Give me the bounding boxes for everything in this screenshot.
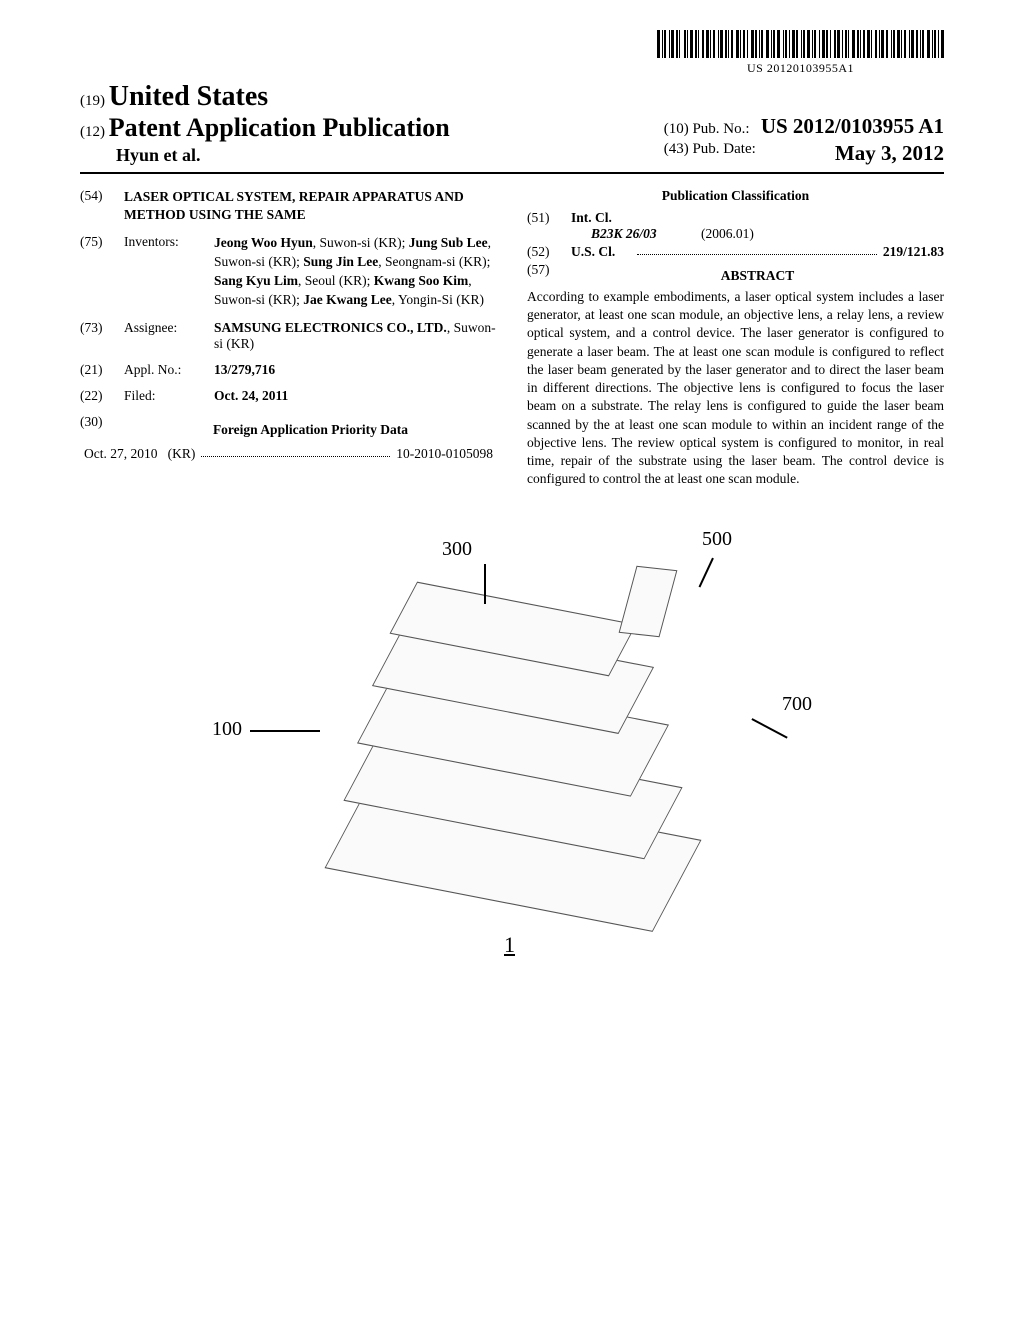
code-51: (51) bbox=[527, 210, 571, 242]
dots-icon bbox=[201, 446, 390, 457]
code-22: (22) bbox=[80, 388, 124, 404]
appl-no-label: Appl. No.: bbox=[124, 362, 214, 378]
code-52: (52) bbox=[527, 244, 571, 260]
foreign-priority-heading: Foreign Application Priority Data bbox=[124, 422, 497, 438]
country-line: (19) United States bbox=[80, 81, 450, 113]
priority-date: Oct. 27, 2010 bbox=[84, 446, 158, 462]
pub-type-line: (12) Patent Application Publication bbox=[80, 113, 450, 143]
foreign-priority-section: (30) Foreign Application Priority Data O… bbox=[80, 414, 497, 462]
header-rule bbox=[80, 172, 944, 174]
classification-heading: Publication Classification bbox=[527, 188, 944, 204]
code-54: (54) bbox=[80, 188, 124, 224]
pub-no-label: Pub. No.: bbox=[692, 121, 749, 137]
code-75: (75) bbox=[80, 234, 124, 310]
barcode: US 20120103955A1 bbox=[657, 30, 944, 76]
pub-date: May 3, 2012 bbox=[835, 141, 944, 166]
assignee-label: Assignee: bbox=[124, 320, 214, 352]
biblio-right-column: Publication Classification (51) Int. Cl.… bbox=[527, 188, 944, 488]
pub-date-label: Pub. Date: bbox=[692, 141, 755, 157]
abstract-heading: ABSTRACT bbox=[571, 268, 944, 284]
inventor-name: Sang Kyu Lim bbox=[214, 273, 298, 288]
barcode-area: US 20120103955A1 bbox=[80, 30, 944, 77]
intcl-class-row: B23K 26/03 (2006.01) bbox=[571, 226, 944, 242]
inventors-field: (75) Inventors: Jeong Woo Hyun, Suwon-si… bbox=[80, 234, 497, 310]
inventor-name: Jeong Woo Hyun bbox=[214, 235, 313, 250]
authors-line: Hyun et al. bbox=[80, 145, 450, 166]
figure-label-700: 700 bbox=[782, 693, 812, 716]
inventors-list: Jeong Woo Hyun, Suwon-si (KR); Jung Sub … bbox=[214, 234, 497, 310]
header-row: (19) United States (12) Patent Applicati… bbox=[80, 81, 944, 166]
priority-row: Oct. 27, 2010 (KR) 10-2010-0105098 bbox=[80, 446, 497, 462]
intcl-field: (51) Int. Cl. B23K 26/03 (2006.01) bbox=[527, 210, 944, 242]
inventor-location: , Yongin-Si (KR) bbox=[392, 292, 484, 307]
appl-no-value: 13/279,716 bbox=[214, 362, 497, 378]
filed-value: Oct. 24, 2011 bbox=[214, 388, 497, 404]
filed-label: Filed: bbox=[124, 388, 214, 404]
intcl-label: Int. Cl. bbox=[571, 210, 612, 225]
figure-label-500: 500 bbox=[702, 528, 732, 551]
priority-country: (KR) bbox=[168, 446, 196, 462]
figure-area: 100 300 500 700 1 bbox=[80, 528, 944, 963]
title-text: LASER OPTICAL SYSTEM, REPAIR APPARATUS A… bbox=[124, 188, 497, 224]
inventor-name: Jung Sub Lee bbox=[409, 235, 488, 250]
barcode-text: US 20120103955A1 bbox=[657, 61, 944, 76]
code-10: (10) bbox=[664, 121, 689, 137]
assignee-name: SAMSUNG ELECTRONICS CO., LTD. bbox=[214, 320, 447, 335]
code-57: (57) bbox=[527, 262, 571, 288]
code-73: (73) bbox=[80, 320, 124, 352]
code-12: (12) bbox=[80, 124, 105, 140]
code-21: (21) bbox=[80, 362, 124, 378]
patent-page: US 20120103955A1 (19) United States (12)… bbox=[0, 0, 1024, 1320]
code-19: (19) bbox=[80, 93, 105, 109]
appl-no-field: (21) Appl. No.: 13/279,716 bbox=[80, 362, 497, 378]
inventor-location: , Suwon-si (KR); bbox=[313, 235, 409, 250]
figure-label-1: 1 bbox=[504, 932, 515, 958]
assignee-value: SAMSUNG ELECTRONICS CO., LTD., Suwon-si … bbox=[214, 320, 497, 352]
pub-no: US 2012/0103955 A1 bbox=[761, 114, 944, 138]
barcode-lines bbox=[657, 30, 944, 58]
abstract-heading-row: (57) ABSTRACT bbox=[527, 262, 944, 288]
pub-no-line: (10) Pub. No.: US 2012/0103955 A1 bbox=[664, 114, 944, 139]
pub-date-line: (43) Pub. Date: May 3, 2012 bbox=[664, 141, 944, 166]
dots-icon bbox=[637, 244, 877, 255]
inventor-name: Sung Jin Lee bbox=[303, 254, 378, 269]
inventors-label: Inventors: bbox=[124, 234, 214, 310]
inventor-name: Kwang Soo Kim bbox=[374, 273, 469, 288]
pub-type: Patent Application Publication bbox=[109, 113, 450, 142]
uscl-label: U.S. Cl. bbox=[571, 244, 631, 260]
bibliographic-data: (54) LASER OPTICAL SYSTEM, REPAIR APPARA… bbox=[80, 188, 944, 488]
uscl-value: 219/121.83 bbox=[883, 244, 944, 260]
priority-number: 10-2010-0105098 bbox=[396, 446, 493, 462]
intcl-symbol: B23K 26/03 bbox=[571, 226, 701, 242]
intcl-body: Int. Cl. B23K 26/03 (2006.01) bbox=[571, 210, 944, 242]
abstract-text: According to example embodiments, a lase… bbox=[527, 288, 944, 488]
inventor-name: Jae Kwang Lee bbox=[303, 292, 392, 307]
inventor-location: , Seoul (KR); bbox=[298, 273, 374, 288]
title-field: (54) LASER OPTICAL SYSTEM, REPAIR APPARA… bbox=[80, 188, 497, 224]
country-name: United States bbox=[109, 81, 268, 112]
header-right: (10) Pub. No.: US 2012/0103955 A1 (43) P… bbox=[664, 114, 944, 166]
code-43: (43) bbox=[664, 141, 689, 157]
figure-drawing: 100 300 500 700 1 bbox=[192, 528, 832, 958]
inventor-location: , Seongnam-si (KR); bbox=[378, 254, 490, 269]
figure-label-100: 100 bbox=[212, 718, 242, 741]
header-left: (19) United States (12) Patent Applicati… bbox=[80, 81, 450, 166]
filed-field: (22) Filed: Oct. 24, 2011 bbox=[80, 388, 497, 404]
biblio-left-column: (54) LASER OPTICAL SYSTEM, REPAIR APPARA… bbox=[80, 188, 497, 488]
abstract-section: (57) ABSTRACT According to example embod… bbox=[527, 262, 944, 488]
intcl-edition: (2006.01) bbox=[701, 226, 754, 242]
foreign-priority-heading-row: (30) Foreign Application Priority Data bbox=[80, 414, 497, 446]
uscl-field: (52) U.S. Cl. 219/121.83 bbox=[527, 244, 944, 260]
figure-label-300: 300 bbox=[442, 538, 472, 561]
code-30: (30) bbox=[80, 414, 124, 446]
assignee-field: (73) Assignee: SAMSUNG ELECTRONICS CO., … bbox=[80, 320, 497, 352]
